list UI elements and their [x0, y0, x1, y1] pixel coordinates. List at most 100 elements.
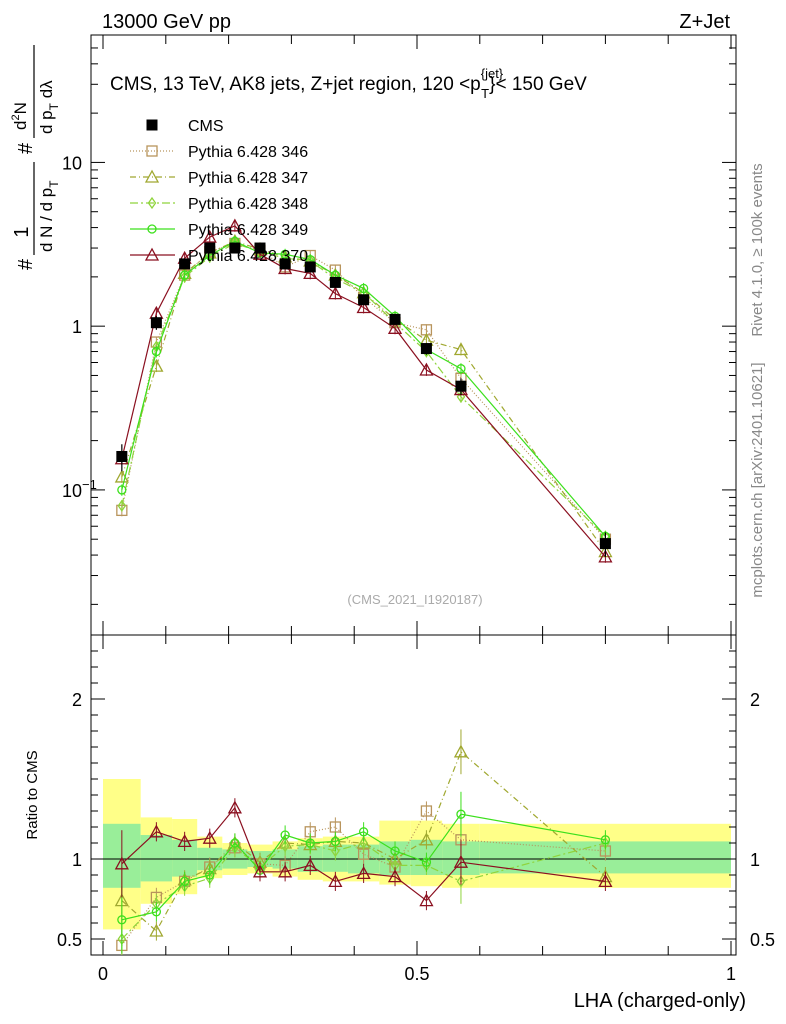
data-point: [252, 246, 268, 260]
legend-marker-cms: [146, 119, 158, 131]
ratio-point: [331, 844, 340, 858]
cms-data-point: [599, 538, 611, 550]
ratio-point: [358, 827, 369, 837]
data-point: [180, 270, 189, 284]
ratio-point: [205, 870, 215, 880]
legend-label: Pythia 6.428 370: [188, 248, 308, 265]
y-label-num: 1: [11, 226, 33, 237]
header-right: Z+Jet: [679, 11, 730, 33]
ratio-point: [177, 834, 192, 848]
ratio-point: [390, 846, 400, 856]
cms-data-point: [150, 317, 162, 329]
y-axis-label: # 1 d N / d pT # d2N d pT dλ: [10, 45, 61, 270]
ratio-point: [149, 923, 164, 937]
legend-marker: [147, 224, 157, 234]
data-point: [387, 320, 403, 334]
ratio-point: [456, 809, 466, 819]
rivet-label: Rivet 4.1.0, ≥ 100k events: [749, 163, 766, 336]
ratio-point: [252, 864, 268, 878]
ratio-point: [305, 838, 315, 848]
ratio-point: [330, 836, 341, 847]
band-inner-bin: [140, 835, 173, 882]
ratio-line-pythia-6.428-370: [121, 806, 606, 902]
ratio-point: [387, 869, 403, 883]
data-point: [280, 249, 290, 259]
cms-data-point: [204, 242, 216, 254]
ratio-y-label: Ratio to CMS: [24, 750, 41, 839]
ratio-point: [419, 893, 434, 907]
ratio-point: [114, 856, 129, 870]
data-point: [227, 218, 242, 232]
cms-data-point: [329, 276, 341, 288]
data-point: [453, 342, 469, 356]
data-point: [117, 499, 127, 512]
legend-label: Pythia 6.428 348: [188, 196, 308, 213]
legend-marker: [144, 169, 160, 183]
x-tick-label: 0.5: [404, 964, 429, 984]
legend: CMS Pythia 6.428 346 Pythia 6.428 347 Pythi…: [130, 118, 308, 265]
cms-data-point: [389, 313, 401, 325]
y-tick-label: 10: [62, 153, 82, 173]
cms-data-point: [229, 242, 241, 254]
ratio-y-tick-label-right: 0.5: [750, 930, 775, 950]
ratio-point: [421, 857, 432, 867]
data-point: [598, 549, 613, 563]
ratio-line-pythia-6.428-347: [121, 750, 606, 932]
main-series: [114, 218, 613, 563]
y-tick-label-exponent: −1: [82, 477, 97, 492]
ratio-y-tick-label: 1: [72, 850, 82, 870]
ratio-point: [230, 838, 240, 848]
cms-data-point: [420, 343, 432, 355]
ratio-point: [151, 907, 162, 917]
ratio-point: [600, 835, 611, 845]
cms-data-point: [116, 450, 128, 462]
ratio-point: [179, 876, 190, 887]
mcplots-label: mcplots.cern.ch [arXiv:2401.10621]: [749, 362, 766, 597]
y-label-den: d N / d pT: [37, 180, 61, 252]
ratio-y-tick-label: 0.5: [57, 930, 82, 950]
ratio-point: [280, 830, 290, 840]
ratio-point: [278, 864, 293, 878]
data-point: [179, 270, 190, 280]
ratio-point: [419, 832, 434, 846]
ratio-point: [202, 830, 217, 844]
legend-label: Pythia 6.428 349: [188, 222, 308, 239]
legend-label: CMS: [188, 118, 224, 135]
ratio-y-tick-label: 2: [72, 690, 82, 710]
data-point: [356, 300, 371, 314]
data-point: [456, 364, 466, 374]
cms-data-point: [358, 294, 370, 306]
ratio-point: [149, 824, 164, 838]
y-tick-label: 1: [72, 317, 82, 337]
cms-data-point: [304, 261, 316, 273]
data-point: [358, 283, 369, 294]
ratio-point: [420, 805, 433, 817]
ratio-point: [453, 854, 469, 868]
x-axis-label: LHA (charged-only): [574, 990, 746, 1012]
data-point: [328, 286, 343, 300]
x-tick-label: 0: [98, 964, 108, 984]
cms-data-point: [455, 380, 467, 392]
legend-marker: [146, 145, 158, 157]
series-line-pythia-6.428-370: [121, 225, 606, 558]
plot-title: CMS, 13 TeV, AK8 jets, Z+jet region, 120…: [110, 66, 587, 101]
legend-label: Pythia 6.428 347: [188, 170, 308, 187]
series-line-pythia-6.428-346: [121, 242, 606, 540]
ratio-point: [356, 866, 371, 880]
data-point: [205, 250, 215, 263]
ratio-y-tick-label-right: 1: [750, 850, 760, 870]
ratio-plot-frame: [90, 634, 737, 956]
legend-marker: [147, 196, 157, 210]
data-point: [419, 362, 434, 376]
data-point: [151, 346, 162, 357]
legend-label: Pythia 6.428 346: [188, 144, 308, 161]
data-point: [202, 229, 217, 243]
cms-data-point: [254, 242, 266, 254]
series-line-pythia-6.428-347: [121, 240, 606, 552]
ratio-point: [456, 875, 466, 888]
ratio-point: [453, 744, 469, 758]
cms-data-point: [279, 258, 291, 270]
data-point: [303, 266, 318, 280]
